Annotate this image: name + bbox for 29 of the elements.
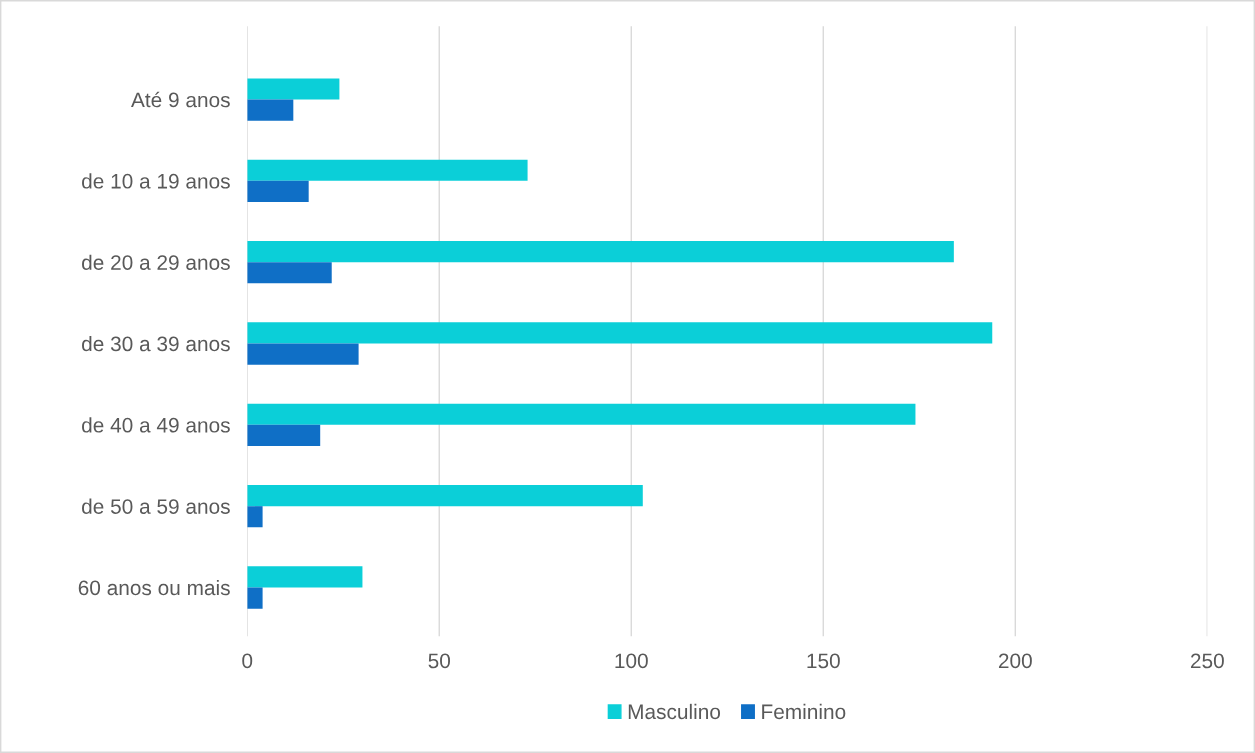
bar	[247, 403, 916, 425]
x-tick-label: 0	[242, 653, 253, 669]
y-tick-label: de 20 a 29 anos	[82, 254, 230, 270]
y-tick-label: 60 anos ou mais	[78, 579, 230, 596]
bar	[247, 506, 263, 528]
bar	[247, 343, 359, 365]
y-tick-label: Até 9 anos	[131, 91, 230, 108]
y-tick-label: de 40 a 49 anos	[82, 417, 230, 433]
x-tick-label: 50	[428, 653, 451, 669]
bar	[247, 587, 263, 609]
bar	[247, 322, 993, 344]
x-tick-label: 250	[1190, 653, 1224, 669]
bar	[247, 241, 954, 263]
bar	[247, 99, 294, 121]
x-tick-label: 150	[807, 653, 840, 669]
bar	[247, 180, 309, 203]
bar	[247, 159, 528, 181]
bar	[247, 78, 340, 100]
bar	[247, 262, 332, 284]
x-tick-label: 200	[998, 653, 1032, 669]
y-tick-label: de 30 a 39 anos	[82, 335, 230, 352]
bar	[247, 485, 643, 507]
bar	[247, 566, 363, 588]
legend-label: Masculino	[628, 703, 721, 720]
bar	[247, 424, 321, 446]
legend-label: Feminino	[762, 703, 846, 720]
x-tick-label: 100	[615, 653, 648, 669]
y-tick-label: de 50 a 59 anos	[82, 498, 230, 514]
y-tick-label: de 10 a 19 anos	[82, 173, 230, 189]
